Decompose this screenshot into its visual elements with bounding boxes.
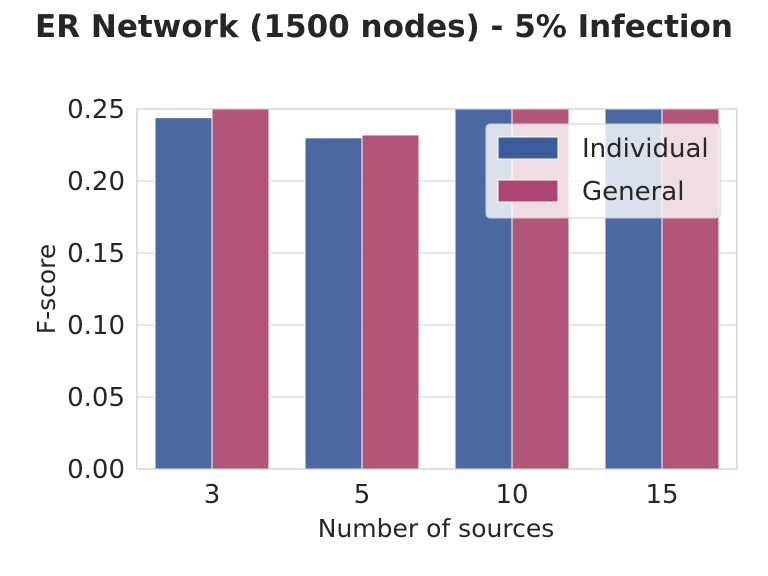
- y-tick-label: 0.05: [67, 383, 125, 413]
- legend-swatch-general: [497, 179, 559, 203]
- y-tick-label: 0.25: [67, 95, 125, 125]
- y-tick-label: 0.10: [67, 311, 125, 341]
- bar-general-3: [211, 108, 270, 470]
- x-tick-label: 5: [354, 480, 371, 510]
- legend: Individual General: [485, 123, 721, 219]
- x-tick-label: 10: [495, 480, 528, 510]
- x-tick-label: 3: [204, 480, 221, 510]
- x-axis-label: Number of sources: [318, 514, 554, 543]
- y-tick-label: 0.20: [67, 167, 125, 197]
- bar-general-5: [361, 134, 420, 470]
- legend-label-general: General: [582, 177, 684, 207]
- bar-individual-3: [154, 117, 213, 470]
- y-tick-labels: 0.00 0.05 0.10 0.15 0.20 0.25: [67, 95, 125, 485]
- bar-individual-5: [304, 137, 363, 470]
- x-tick-label: 15: [645, 480, 678, 510]
- y-tick-label: 0.15: [67, 239, 125, 269]
- y-axis-label: F-score: [32, 244, 61, 335]
- y-tick-label: 0.00: [67, 455, 125, 485]
- x-tick-labels: 3 5 10 15: [204, 480, 679, 510]
- plot-frame: [136, 108, 738, 470]
- legend-swatch-individual: [497, 136, 559, 160]
- legend-label-individual: Individual: [582, 134, 709, 164]
- chart-title: ER Network (1500 nodes) - 5% Infection: [35, 9, 733, 45]
